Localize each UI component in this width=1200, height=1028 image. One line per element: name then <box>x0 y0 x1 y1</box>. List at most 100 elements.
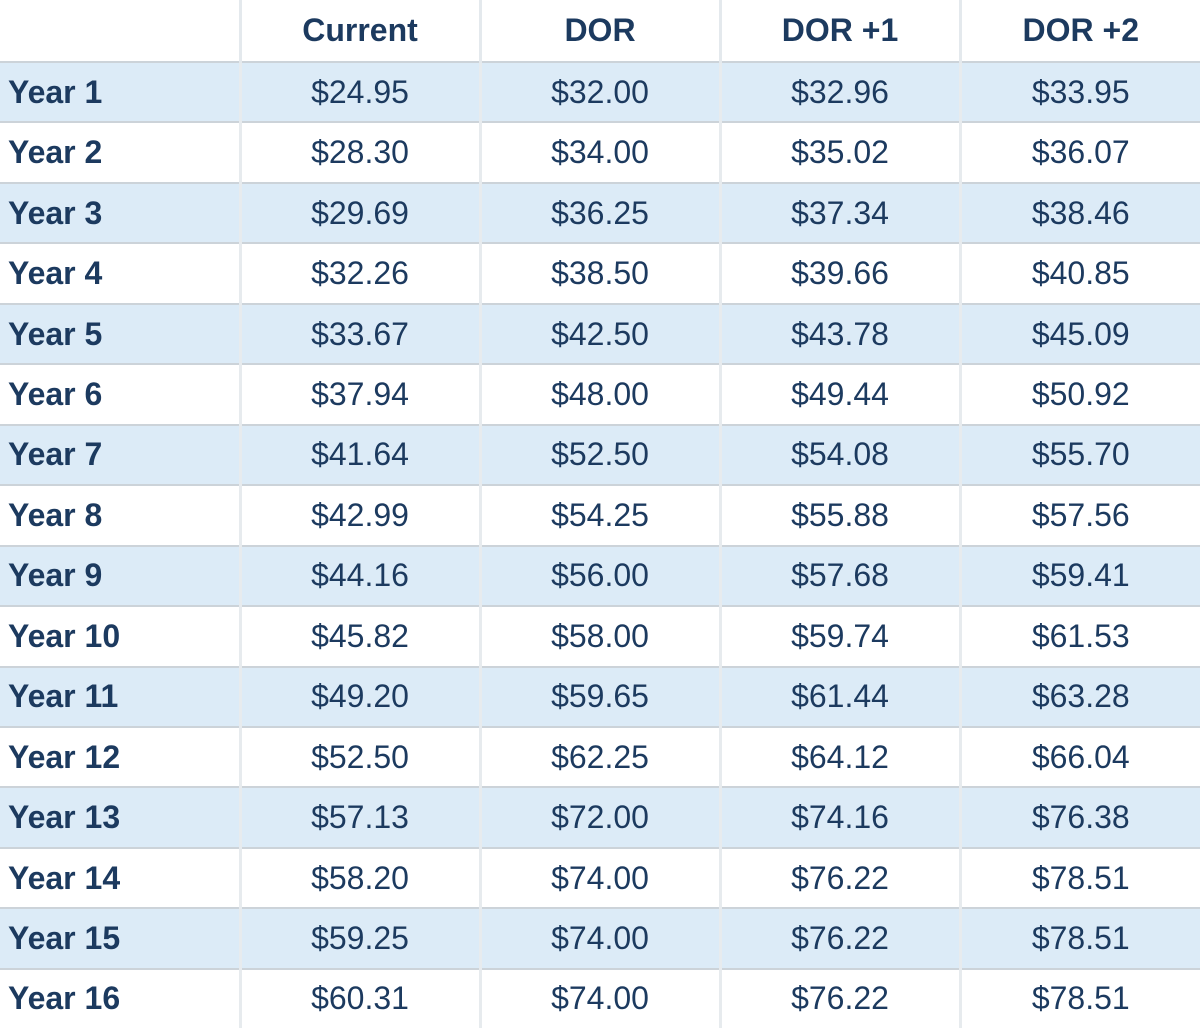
price-cell: $36.25 <box>478 181 720 244</box>
table-row: Year 4 $32.26 $38.50 $39.66 $40.85 <box>0 242 1200 304</box>
header-cell-dor: DOR <box>478 0 720 62</box>
table-body: Year 1 $24.95 $32.00 $32.96 $33.95 Year 2 $28.… <box>0 60 1200 1028</box>
price-cell: $52.50 <box>238 725 480 788</box>
price-cell: $54.25 <box>478 484 720 546</box>
header-cell-current: Current <box>238 0 480 62</box>
price-cell: $57.56 <box>958 484 1200 546</box>
table-row: Year 10 $45.82 $58.00 $59.74 $61.53 <box>0 605 1200 667</box>
price-cell: $56.00 <box>478 544 720 607</box>
price-cell: $50.92 <box>958 363 1200 425</box>
price-cell: $42.99 <box>238 484 480 546</box>
price-cell: $78.51 <box>958 907 1200 969</box>
row-label: Year 2 <box>0 121 240 183</box>
price-cell: $36.07 <box>958 121 1200 183</box>
price-cell: $58.20 <box>238 846 480 909</box>
row-label: Year 7 <box>0 423 240 486</box>
price-cell: $76.22 <box>718 907 960 969</box>
price-cell: $64.12 <box>718 725 960 788</box>
price-cell: $34.00 <box>478 121 720 183</box>
table-header: Current DOR DOR +1 DOR +2 <box>0 0 1200 62</box>
price-cell: $55.70 <box>958 423 1200 486</box>
row-label: Year 11 <box>0 665 240 727</box>
row-label: Year 6 <box>0 363 240 425</box>
header-cell-dor-plus-2: DOR +2 <box>958 0 1200 62</box>
price-cell: $59.74 <box>718 605 960 667</box>
row-label: Year 14 <box>0 846 240 909</box>
row-label: Year 9 <box>0 544 240 607</box>
price-cell: $52.50 <box>478 423 720 486</box>
price-cell: $59.41 <box>958 544 1200 607</box>
price-cell: $66.04 <box>958 725 1200 788</box>
table-row: Year 7 $41.64 $52.50 $54.08 $55.70 <box>0 423 1200 486</box>
price-cell: $45.09 <box>958 302 1200 365</box>
price-cell: $61.44 <box>718 665 960 727</box>
price-cell: $57.13 <box>238 786 480 848</box>
table-row: Year 15 $59.25 $74.00 $76.22 $78.51 <box>0 907 1200 969</box>
table-row: Year 9 $44.16 $56.00 $57.68 $59.41 <box>0 544 1200 607</box>
price-cell: $38.46 <box>958 181 1200 244</box>
price-cell: $49.44 <box>718 363 960 425</box>
row-label: Year 3 <box>0 181 240 244</box>
price-cell: $44.16 <box>238 544 480 607</box>
table-row: Year 3 $29.69 $36.25 $37.34 $38.46 <box>0 181 1200 244</box>
price-cell: $49.20 <box>238 665 480 727</box>
price-cell: $33.95 <box>958 60 1200 123</box>
price-cell: $74.00 <box>478 967 720 1028</box>
row-label: Year 1 <box>0 60 240 123</box>
table-row: Year 5 $33.67 $42.50 $43.78 $45.09 <box>0 302 1200 365</box>
table-row: Year 8 $42.99 $54.25 $55.88 $57.56 <box>0 484 1200 546</box>
header-cell-dor-plus-1: DOR +1 <box>718 0 960 62</box>
row-label: Year 5 <box>0 302 240 365</box>
row-label: Year 10 <box>0 605 240 667</box>
price-cell: $43.78 <box>718 302 960 365</box>
price-cell: $72.00 <box>478 786 720 848</box>
price-cell: $37.94 <box>238 363 480 425</box>
price-cell: $40.85 <box>958 242 1200 304</box>
row-label: Year 15 <box>0 907 240 969</box>
price-cell: $32.96 <box>718 60 960 123</box>
price-cell: $58.00 <box>478 605 720 667</box>
price-cell: $59.25 <box>238 907 480 969</box>
price-cell: $74.00 <box>478 846 720 909</box>
price-cell: $35.02 <box>718 121 960 183</box>
table-row: Year 12 $52.50 $62.25 $64.12 $66.04 <box>0 725 1200 788</box>
price-cell: $59.65 <box>478 665 720 727</box>
table-row: Year 14 $58.20 $74.00 $76.22 $78.51 <box>0 846 1200 909</box>
price-cell: $55.88 <box>718 484 960 546</box>
price-cell: $78.51 <box>958 846 1200 909</box>
table-row: Year 1 $24.95 $32.00 $32.96 $33.95 <box>0 60 1200 123</box>
row-label: Year 16 <box>0 967 240 1028</box>
table-row: Year 16 $60.31 $74.00 $76.22 $78.51 <box>0 967 1200 1028</box>
price-cell: $61.53 <box>958 605 1200 667</box>
row-label: Year 8 <box>0 484 240 546</box>
table-row: Year 6 $37.94 $48.00 $49.44 $50.92 <box>0 363 1200 425</box>
table-row: Year 13 $57.13 $72.00 $74.16 $76.38 <box>0 786 1200 848</box>
table-row: Year 11 $49.20 $59.65 $61.44 $63.28 <box>0 665 1200 727</box>
price-cell: $57.68 <box>718 544 960 607</box>
price-cell: $42.50 <box>478 302 720 365</box>
row-label: Year 4 <box>0 242 240 304</box>
price-cell: $78.51 <box>958 967 1200 1028</box>
price-cell: $39.66 <box>718 242 960 304</box>
price-cell: $37.34 <box>718 181 960 244</box>
price-cell: $76.22 <box>718 846 960 909</box>
price-cell: $76.38 <box>958 786 1200 848</box>
table-row: Year 2 $28.30 $34.00 $35.02 $36.07 <box>0 121 1200 183</box>
price-cell: $29.69 <box>238 181 480 244</box>
price-cell: $54.08 <box>718 423 960 486</box>
price-cell: $63.28 <box>958 665 1200 727</box>
header-row: Current DOR DOR +1 DOR +2 <box>0 0 1200 62</box>
price-cell: $32.00 <box>478 60 720 123</box>
price-cell: $76.22 <box>718 967 960 1028</box>
price-cell: $45.82 <box>238 605 480 667</box>
price-cell: $60.31 <box>238 967 480 1028</box>
header-cell-blank <box>0 0 240 62</box>
price-cell: $74.16 <box>718 786 960 848</box>
price-cell: $28.30 <box>238 121 480 183</box>
price-cell: $48.00 <box>478 363 720 425</box>
row-label: Year 13 <box>0 786 240 848</box>
price-cell: $74.00 <box>478 907 720 969</box>
price-cell: $38.50 <box>478 242 720 304</box>
price-cell: $41.64 <box>238 423 480 486</box>
